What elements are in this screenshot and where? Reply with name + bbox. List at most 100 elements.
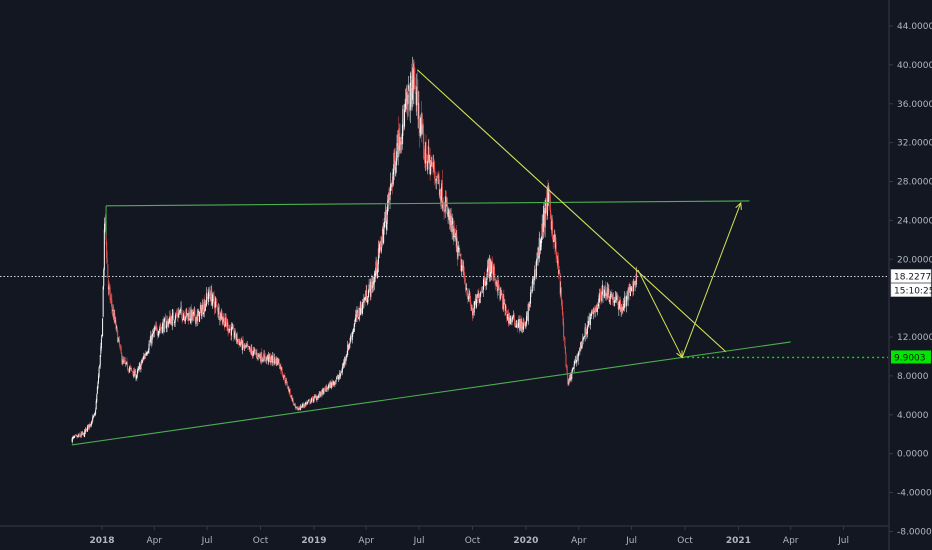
candle-body [601, 291, 603, 302]
candle-body [519, 320, 521, 330]
candle-body [587, 321, 589, 327]
candle-body [618, 308, 620, 311]
candle-body [116, 326, 118, 329]
candle-body [617, 300, 619, 309]
candle-body [233, 327, 235, 338]
candle-body [84, 430, 86, 433]
candle-body [212, 293, 214, 302]
candle-body [295, 407, 297, 409]
price-axis[interactable]: 44.0000 40.0000 36.0000 32.0000 28.0000 24.00… [888, 0, 932, 550]
candle-body [195, 317, 197, 324]
candle-body [176, 312, 178, 317]
candle-body [543, 210, 545, 213]
candle-body [126, 360, 128, 363]
candle-body [102, 286, 104, 317]
candle-body [483, 278, 485, 281]
candle-body [406, 92, 408, 102]
candle-body [534, 269, 536, 279]
candle-body [322, 390, 324, 391]
candle-body [134, 370, 136, 376]
candle-body [250, 348, 252, 354]
candle-body [91, 420, 93, 426]
candle-body [257, 353, 259, 357]
time-tick-label: 2019 [301, 536, 326, 546]
candle-body [542, 213, 544, 232]
candle-body [117, 330, 119, 343]
candle-body [307, 401, 309, 402]
candle-body [582, 337, 584, 339]
candle-body [110, 298, 112, 301]
candle-body [350, 336, 352, 338]
candle-body [631, 286, 633, 289]
candle-body [194, 309, 196, 319]
candle-body [470, 301, 472, 307]
candle-body [604, 285, 606, 297]
candle-body [523, 322, 525, 330]
candle-body [146, 353, 148, 355]
candle-body [366, 300, 368, 303]
candle-body [444, 201, 446, 212]
candle-body [321, 394, 323, 396]
candle-body [564, 337, 566, 347]
candle-body [212, 292, 214, 296]
candle-body [87, 424, 89, 428]
candle-body [354, 319, 356, 322]
candle-body [609, 299, 611, 301]
candle-body [391, 183, 393, 187]
candle-body [417, 103, 419, 119]
candle-body [411, 88, 413, 108]
candle-body [334, 381, 336, 382]
target-price-value: 9.9003 [894, 353, 926, 363]
candle-body [624, 296, 626, 308]
candle-body [628, 290, 630, 292]
candle-body [294, 403, 296, 408]
candle-body [493, 266, 495, 276]
candle-body [229, 328, 231, 330]
candle-body [166, 320, 168, 327]
candle-body [455, 232, 457, 248]
levels-layer [0, 276, 888, 359]
candle-body [586, 326, 588, 334]
candle-body [311, 397, 313, 401]
candle-body [282, 373, 284, 375]
candle-body [182, 315, 184, 320]
candle-body [374, 273, 376, 277]
candle-body [333, 381, 335, 383]
candle-body [524, 324, 526, 328]
candle-body [438, 172, 440, 182]
time-tick-label: Apr [783, 536, 799, 546]
candle-body [148, 343, 150, 350]
candle-body [553, 234, 555, 241]
candle-body [86, 429, 88, 432]
candle-body [387, 194, 389, 203]
candle-body [305, 403, 307, 404]
candle-body [74, 435, 76, 437]
candle-body [151, 335, 153, 344]
candle-body [597, 303, 599, 306]
candle-body [218, 307, 220, 315]
candle-body [329, 382, 331, 388]
candle-body [269, 355, 271, 363]
candle-body [454, 236, 456, 238]
candle-body [452, 220, 454, 240]
candle-body [552, 240, 554, 243]
candle-body [120, 347, 122, 354]
candle-body [371, 280, 373, 290]
candle-body [625, 296, 627, 307]
candle-body [520, 318, 522, 327]
candle-body [283, 377, 285, 379]
candle-body [559, 269, 561, 273]
candle-body [138, 365, 140, 370]
candle-body [310, 400, 312, 403]
candle-body [386, 209, 388, 224]
candle-body [147, 350, 149, 353]
time-axis[interactable]: 2018 Apr Jul Oct 2019 Apr Jul Oct 2020 Apr Jul Oct 2… [0, 525, 889, 546]
candle-body [297, 408, 299, 411]
candle-body [225, 317, 227, 323]
candle-body [358, 317, 360, 319]
price-tick-label: 4.0000 [897, 411, 929, 421]
candle-body [426, 161, 428, 163]
candle-body [554, 235, 556, 248]
candle-body [569, 377, 571, 381]
